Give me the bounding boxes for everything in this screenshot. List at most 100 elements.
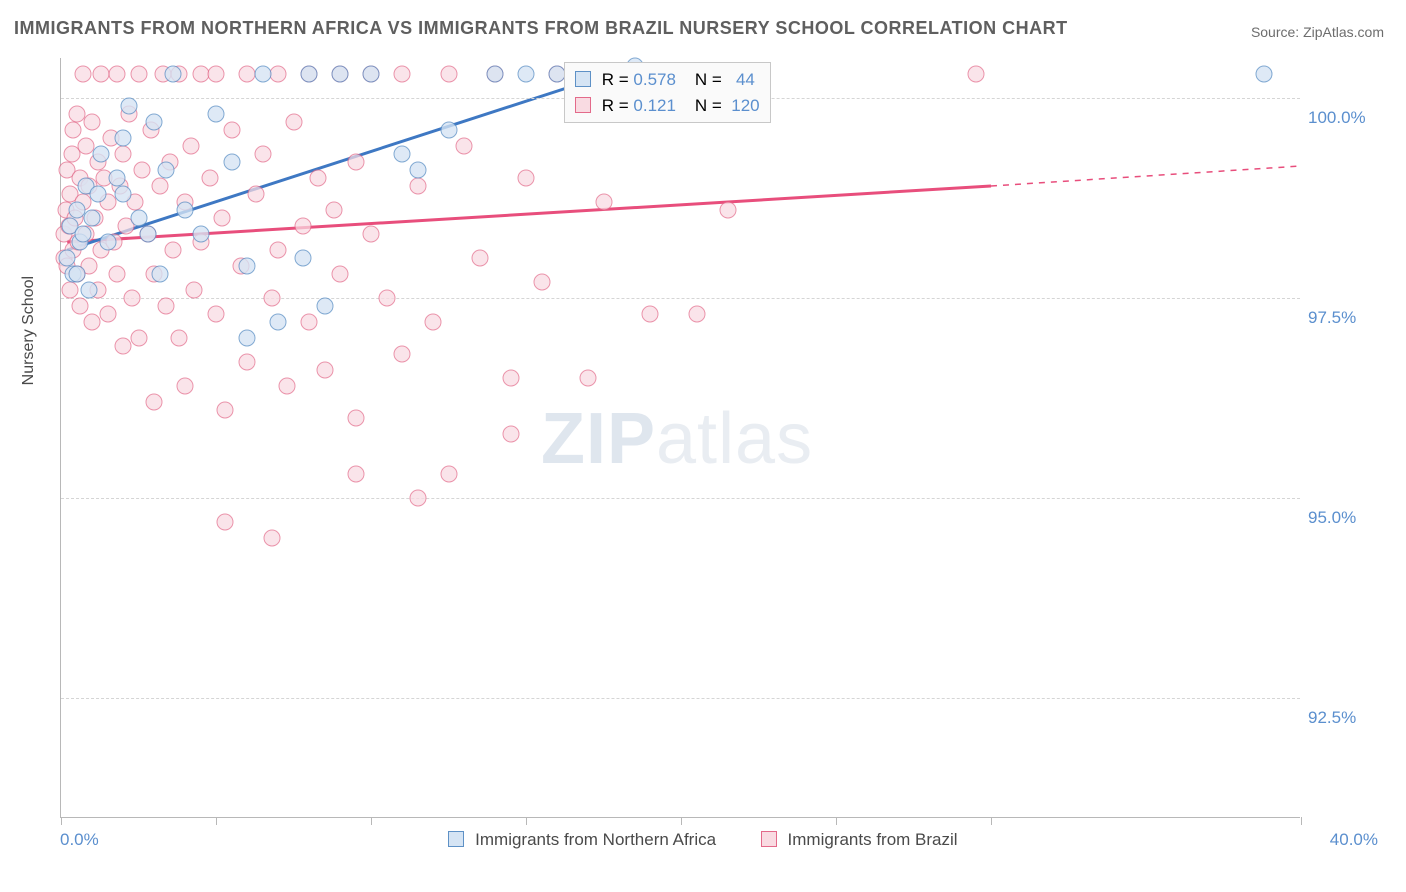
n-value-b: 120 — [731, 96, 759, 115]
data-point — [65, 122, 82, 139]
data-point — [239, 330, 256, 347]
legend-item-b: Immigrants from Brazil — [761, 830, 958, 850]
data-point — [130, 210, 147, 227]
r-label: R = — [602, 70, 629, 89]
data-point — [71, 298, 88, 315]
data-point — [80, 282, 97, 299]
source-label: Source: ZipAtlas.com — [1251, 24, 1384, 40]
data-point — [201, 170, 218, 187]
data-point — [279, 378, 296, 395]
data-point — [152, 178, 169, 195]
data-point — [642, 306, 659, 323]
data-point — [84, 210, 101, 227]
data-point — [394, 346, 411, 363]
data-point — [595, 194, 612, 211]
data-point — [263, 530, 280, 547]
data-point — [208, 106, 225, 123]
data-point — [347, 410, 364, 427]
data-point — [68, 106, 85, 123]
r-label: R = — [602, 96, 629, 115]
data-point — [115, 130, 132, 147]
data-point — [62, 282, 79, 299]
n-label: N = — [695, 96, 722, 115]
trend-line — [991, 166, 1301, 186]
data-point — [394, 66, 411, 83]
x-tick-mark — [216, 817, 217, 825]
r-value-b: 0.121 — [633, 96, 676, 115]
data-point — [394, 146, 411, 163]
stats-row-a: R = 0.578 N = 44 — [575, 67, 760, 93]
data-point — [139, 226, 156, 243]
y-axis-label: Nursery School — [20, 276, 38, 385]
data-point — [124, 290, 141, 307]
data-point — [254, 146, 271, 163]
data-point — [130, 66, 147, 83]
data-point — [146, 114, 163, 131]
data-point — [248, 186, 265, 203]
data-point — [378, 290, 395, 307]
data-point — [192, 66, 209, 83]
data-point — [301, 66, 318, 83]
data-point — [146, 394, 163, 411]
data-point — [177, 378, 194, 395]
data-point — [59, 250, 76, 267]
data-point — [294, 250, 311, 267]
data-point — [74, 66, 91, 83]
data-point — [270, 314, 287, 331]
swatch-icon — [575, 71, 591, 87]
data-point — [294, 218, 311, 235]
y-tick-label: 97.5% — [1308, 308, 1388, 328]
data-point — [409, 162, 426, 179]
n-value-a: 44 — [736, 70, 755, 89]
watermark: ZIPatlas — [541, 398, 813, 480]
data-point — [549, 66, 566, 83]
data-point — [310, 170, 327, 187]
data-point — [409, 490, 426, 507]
data-point — [99, 234, 116, 251]
swatch-icon — [575, 97, 591, 113]
data-point — [108, 170, 125, 187]
data-point — [347, 154, 364, 171]
legend-item-a: Immigrants from Northern Africa — [448, 830, 716, 850]
data-point — [239, 66, 256, 83]
stats-legend: R = 0.578 N = 44 R = 0.121 N = 120 — [564, 62, 771, 123]
data-point — [719, 202, 736, 219]
data-point — [502, 426, 519, 443]
y-tick-label: 92.5% — [1308, 708, 1388, 728]
data-point — [363, 226, 380, 243]
data-point — [115, 186, 132, 203]
data-point — [332, 66, 349, 83]
data-point — [115, 338, 132, 355]
data-point — [270, 242, 287, 259]
data-point — [456, 138, 473, 155]
trend-lines — [61, 58, 1300, 817]
data-point — [263, 290, 280, 307]
data-point — [158, 162, 175, 179]
data-point — [186, 282, 203, 299]
data-point — [239, 354, 256, 371]
gridline — [61, 698, 1300, 699]
data-point — [170, 330, 187, 347]
x-tick-mark — [1301, 817, 1302, 825]
data-point — [688, 306, 705, 323]
data-point — [130, 330, 147, 347]
data-point — [214, 210, 231, 227]
data-point — [208, 66, 225, 83]
watermark-atlas: atlas — [656, 399, 813, 479]
y-tick-label: 100.0% — [1308, 108, 1388, 128]
y-tick-label: 95.0% — [1308, 508, 1388, 528]
data-point — [518, 170, 535, 187]
data-point — [68, 266, 85, 283]
watermark-zip: ZIP — [541, 399, 656, 479]
data-point — [347, 466, 364, 483]
data-point — [164, 242, 181, 259]
x-tick-mark — [836, 817, 837, 825]
data-point — [254, 66, 271, 83]
data-point — [440, 466, 457, 483]
chart-title: IMMIGRANTS FROM NORTHERN AFRICA VS IMMIG… — [14, 18, 1068, 39]
data-point — [580, 370, 597, 387]
data-point — [108, 266, 125, 283]
data-point — [1255, 66, 1272, 83]
data-point — [223, 154, 240, 171]
data-point — [425, 314, 442, 331]
